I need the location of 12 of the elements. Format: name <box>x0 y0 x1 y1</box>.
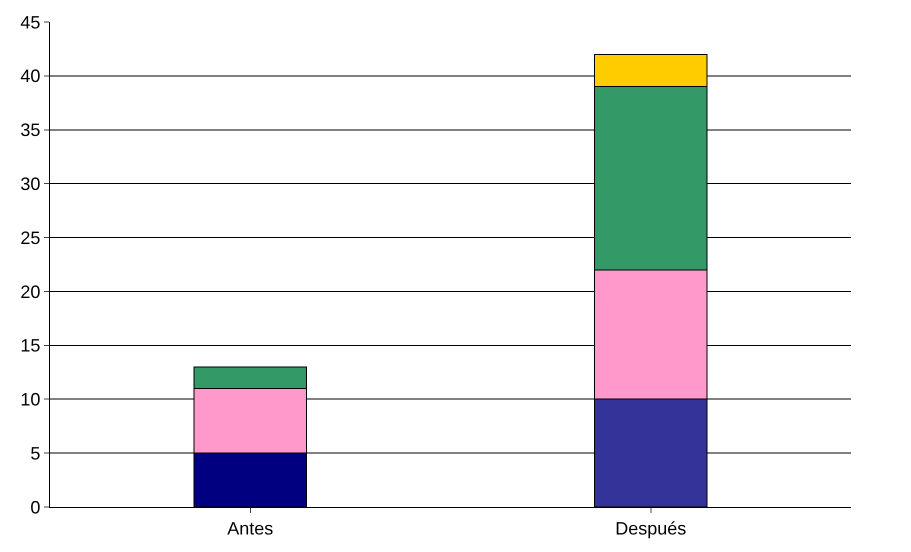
x-tick-label: Antes <box>227 518 274 539</box>
y-tick-label: 10 <box>20 390 40 410</box>
y-tick-label: 5 <box>30 443 40 464</box>
y-tick-label: 35 <box>20 120 40 140</box>
y-tick-label: 0 <box>30 497 40 518</box>
x-tick-label: Después <box>615 518 686 539</box>
y-tick-label: 15 <box>20 336 40 356</box>
y-tick-label: 45 <box>20 12 40 32</box>
y-tick-label: 25 <box>20 228 40 248</box>
y-tick-label: 20 <box>20 282 40 302</box>
y-tick-label: 40 <box>20 66 40 86</box>
y-tick-label: 30 <box>20 174 40 194</box>
